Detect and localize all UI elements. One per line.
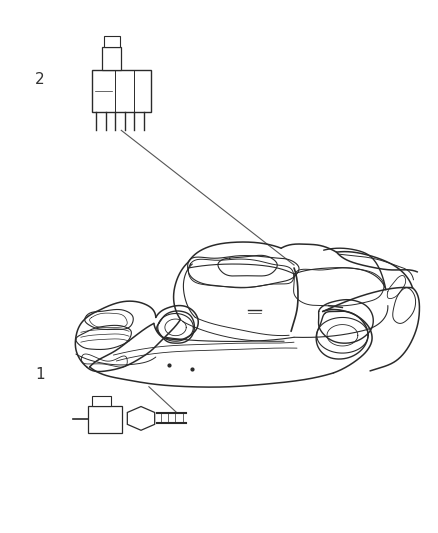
FancyBboxPatch shape [88,406,122,433]
FancyBboxPatch shape [104,36,120,47]
Polygon shape [127,407,155,430]
FancyBboxPatch shape [102,47,121,70]
FancyBboxPatch shape [92,396,111,406]
Text: 1: 1 [35,367,45,382]
Text: 2: 2 [35,72,45,87]
FancyBboxPatch shape [92,70,151,111]
